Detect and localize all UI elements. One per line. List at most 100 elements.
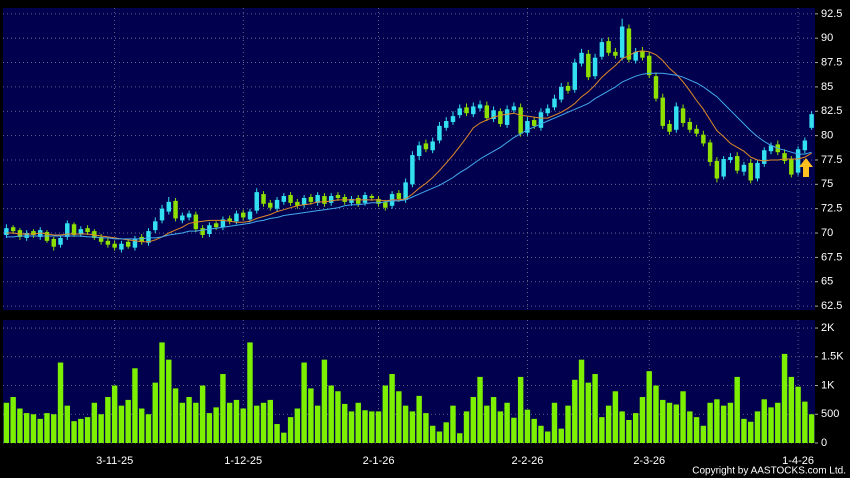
- volume-bar: [267, 399, 273, 443]
- volume-bar: [511, 417, 517, 443]
- candle-body: [132, 238, 138, 248]
- volume-bar: [281, 432, 287, 443]
- x-tick-label: 2-2-26: [512, 455, 544, 467]
- candle-body: [619, 26, 625, 58]
- y-tick-label: 85: [821, 81, 833, 93]
- candle-body: [484, 105, 490, 119]
- y-tick-label: 80: [821, 130, 833, 142]
- volume-bar: [145, 414, 152, 443]
- volume-bar: [355, 402, 361, 443]
- candle-body: [531, 120, 537, 126]
- candle-body: [274, 199, 280, 209]
- candle-body: [125, 241, 131, 247]
- volume-bar: [132, 368, 138, 443]
- volume-bar: [727, 402, 734, 443]
- volume-bar: [490, 397, 497, 443]
- volume-bar: [213, 407, 219, 443]
- candle-body: [281, 196, 287, 202]
- candle-body: [518, 107, 523, 134]
- candle-body: [349, 198, 354, 203]
- volume-bar: [314, 405, 321, 443]
- volume-bar: [389, 374, 395, 443]
- y-tick-label: 75: [821, 178, 833, 190]
- volume-bar: [308, 388, 314, 443]
- volume-bar: [152, 382, 158, 443]
- candle-body: [653, 76, 659, 99]
- volume-bar: [748, 421, 754, 443]
- x-tick-label: 1-12-25: [224, 455, 262, 467]
- candle-body: [146, 231, 151, 243]
- candle-body: [572, 62, 578, 90]
- volume-bar: [78, 418, 84, 443]
- y-tick-label: 72.5: [821, 203, 842, 215]
- candle-body: [268, 202, 273, 208]
- volume-bar: [484, 405, 490, 443]
- volume-bar: [660, 399, 666, 443]
- volume-bar: [71, 421, 77, 443]
- volume-bar: [578, 359, 585, 443]
- candle-body: [234, 213, 239, 222]
- volume-bar: [517, 376, 524, 443]
- volume-bar: [653, 385, 659, 443]
- volume-bar: [199, 385, 206, 443]
- candle-body: [674, 106, 679, 130]
- volume-bar: [37, 418, 43, 443]
- candle-body: [762, 150, 767, 164]
- volume-bar: [443, 422, 449, 443]
- candle-body: [592, 57, 598, 77]
- volume-bar: [10, 397, 16, 443]
- volume-bar: [497, 411, 504, 443]
- volume-bar: [714, 399, 720, 443]
- candle-body: [795, 149, 801, 173]
- volume-bar: [700, 425, 707, 443]
- candle-body: [105, 240, 111, 245]
- volume-bar: [639, 397, 646, 443]
- volume-bar: [795, 386, 801, 443]
- volume-bar: [17, 408, 23, 443]
- volume-bar: [720, 405, 727, 443]
- volume-bar: [321, 359, 328, 443]
- candle-body: [186, 213, 192, 218]
- candle-body: [748, 162, 753, 181]
- volume-bar: [423, 413, 429, 443]
- volume-bar: [91, 402, 98, 443]
- volume-bar: [172, 388, 179, 443]
- candle-body: [660, 97, 665, 126]
- candle-body: [308, 196, 314, 202]
- volume-bar: [260, 402, 267, 443]
- candle-body: [369, 196, 375, 198]
- candle-body: [207, 225, 212, 235]
- candle-body: [606, 41, 611, 53]
- volume-bar: [666, 402, 673, 443]
- volume-bar: [612, 391, 619, 443]
- volume-bar: [592, 374, 598, 443]
- moving-average-line: [6, 72, 812, 240]
- volume-bar: [545, 431, 551, 443]
- candle-body: [85, 228, 90, 233]
- candle-body: [491, 110, 496, 120]
- candle-body: [362, 195, 368, 203]
- volume-bar: [687, 411, 693, 443]
- candle-body: [213, 223, 219, 228]
- candle-body: [680, 108, 686, 123]
- y-tick-label: 67.5: [821, 251, 842, 263]
- volume-bar: [125, 399, 131, 443]
- volume-bar: [808, 414, 815, 443]
- volume-bar: [605, 405, 612, 443]
- candle-body: [315, 195, 320, 203]
- volume-bar: [362, 410, 368, 443]
- volume-bar: [585, 382, 592, 443]
- volume-bar: [166, 359, 172, 443]
- volume-bar: [775, 402, 781, 443]
- volume-bar: [450, 405, 456, 443]
- volume-bar: [781, 353, 788, 443]
- candle-body: [247, 211, 253, 220]
- volume-bar: [565, 405, 571, 443]
- volume-bar: [382, 385, 389, 443]
- candle-body: [31, 231, 36, 235]
- candle-body: [552, 98, 557, 108]
- volume-bar: [348, 411, 355, 443]
- signal-arrow: [799, 158, 813, 177]
- candle-body: [626, 28, 632, 60]
- x-tick-label: 2-1-26: [363, 455, 395, 467]
